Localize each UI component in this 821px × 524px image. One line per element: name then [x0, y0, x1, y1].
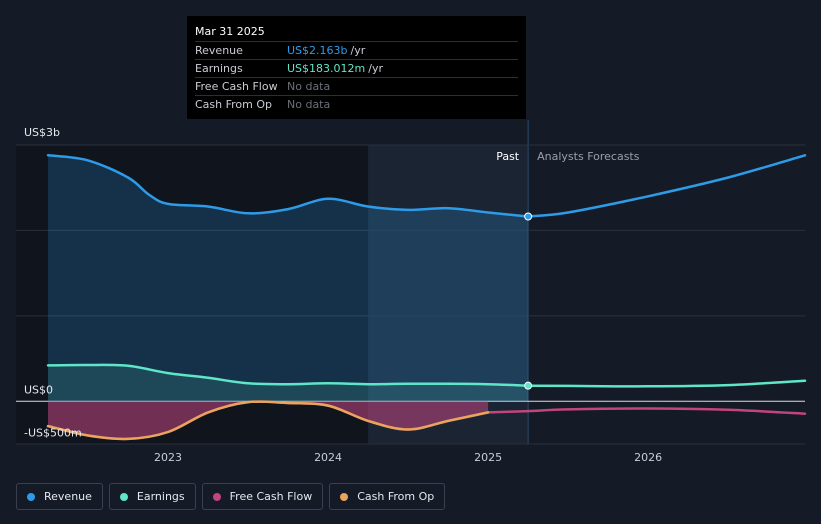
- cash-from-op-dot-icon: [340, 492, 349, 501]
- cash-from-op-line: [46, 400, 490, 441]
- legend-label: Earnings: [136, 490, 185, 503]
- tooltip-label: Earnings: [195, 62, 243, 75]
- tooltip-label: Revenue: [195, 44, 243, 57]
- tooltip-row-revenue: Revenue US$2.163b /yr: [195, 41, 518, 59]
- chart-legend: Revenue Earnings Free Cash Flow Cash Fro…: [16, 483, 446, 512]
- revenue-dot-icon: [27, 492, 35, 501]
- past-label: Past: [496, 150, 520, 163]
- tooltip-value: No data: [287, 80, 331, 93]
- revenue-line: [46, 154, 530, 218]
- legend-item-free-cash-flow[interactable]: Free Cash Flow: [201, 483, 324, 510]
- earnings-line: [46, 363, 530, 387]
- tooltip-row-earnings: Earnings US$183.012m /yr: [195, 59, 518, 77]
- highlight-period-shade: [368, 145, 529, 444]
- y-axis-label: US$0: [24, 383, 53, 396]
- y-axis-label: US$3b: [24, 126, 60, 139]
- earnings-marker: [524, 381, 533, 390]
- legend-label: Revenue: [44, 490, 92, 503]
- legend-label: Cash From Op: [357, 490, 435, 503]
- y-axis-label: -US$500m: [24, 426, 82, 439]
- x-tick-label: 2023: [154, 451, 182, 464]
- data-tooltip: Mar 31 2025 Revenue US$2.163b /yr Earnin…: [187, 16, 526, 119]
- earnings-dot-icon: [119, 492, 128, 501]
- forecast-label: Analysts Forecasts: [537, 150, 640, 163]
- tooltip-row-cash-from-op: Cash From Op No data: [195, 95, 518, 113]
- free-cash-flow-forecast-line: [486, 407, 807, 415]
- legend-label: Free Cash Flow: [229, 490, 313, 503]
- revenue-marker: [524, 212, 533, 221]
- tooltip-date: Mar 31 2025: [195, 25, 265, 38]
- legend-item-cash-from-op[interactable]: Cash From Op: [329, 483, 446, 510]
- tooltip-value: US$2.163b: [287, 44, 348, 57]
- x-tick-label: 2024: [314, 451, 342, 464]
- tooltip-value: No data: [287, 98, 331, 111]
- tooltip-label: Free Cash Flow: [195, 80, 278, 93]
- chart-gridlines: [16, 144, 805, 445]
- tooltip-unit: /yr: [368, 62, 383, 75]
- tooltip-unit: /yr: [350, 44, 366, 57]
- free-cash-flow-area: [48, 401, 489, 439]
- tooltip-label: Cash From Op: [195, 98, 273, 111]
- legend-item-revenue[interactable]: Revenue: [16, 483, 103, 510]
- tooltip-value: US$183.012m: [287, 62, 366, 75]
- legend-item-earnings[interactable]: Earnings: [108, 483, 196, 510]
- x-tick-label: 2026: [634, 451, 662, 464]
- earnings-forecast-line: [526, 379, 807, 388]
- tooltip-row-free-cash-flow: Free Cash Flow No data: [195, 77, 518, 95]
- free-cash-flow-dot-icon: [212, 492, 221, 501]
- revenue-forecast-line: [526, 154, 807, 218]
- x-tick-label: 2025: [474, 451, 502, 464]
- revenue-area: [48, 155, 529, 402]
